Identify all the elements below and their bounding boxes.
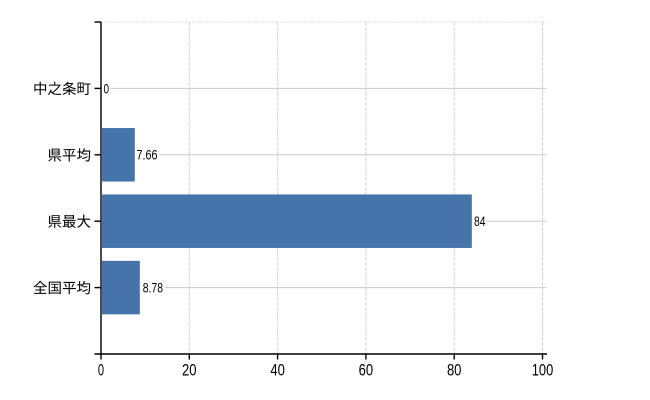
svg-text:7.66: 7.66 (137, 148, 158, 163)
svg-text:40: 40 (270, 361, 285, 379)
svg-text:0: 0 (98, 361, 104, 379)
svg-text:100: 100 (532, 361, 554, 379)
svg-text:84: 84 (474, 214, 486, 229)
svg-text:20: 20 (182, 361, 197, 379)
svg-text:80: 80 (447, 361, 462, 379)
svg-text:8.78: 8.78 (143, 281, 163, 296)
svg-text:0: 0 (104, 81, 110, 96)
svg-text:60: 60 (359, 361, 374, 379)
